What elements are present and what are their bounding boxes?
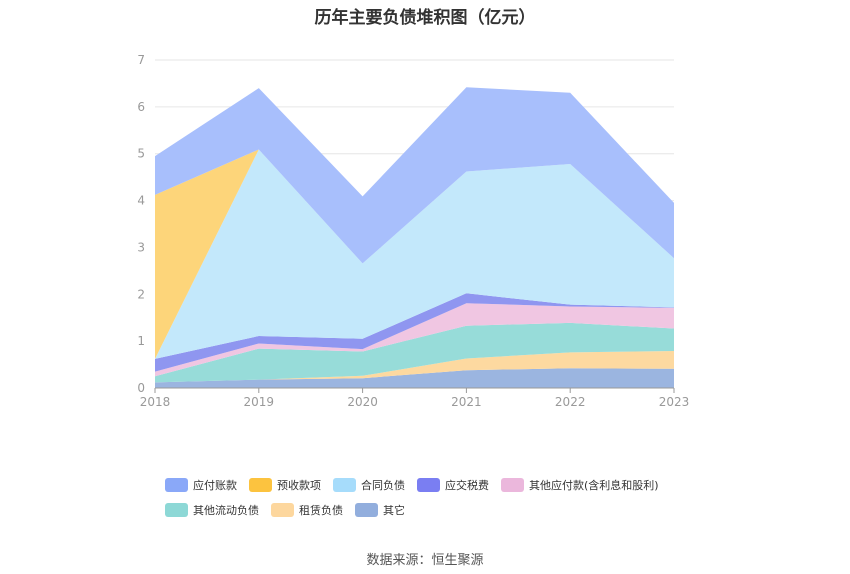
legend-item-contract-liabilities[interactable]: 合同负债 [333,477,405,493]
y-tick-label: 5 [137,147,145,161]
legend-swatch [249,477,272,492]
y-tick-label: 2 [137,287,145,301]
y-tick-label: 1 [137,334,145,348]
legend-item-lease-liabilities[interactable]: 租赁负债 [271,502,343,518]
legend-label: 其他应付款(含利息和股利) [529,478,659,492]
chart-title: 历年主要负债堆积图（亿元） [314,8,536,28]
legend-label: 其它 [383,503,405,517]
legend-swatch [355,502,378,517]
legend-label: 租赁负债 [299,503,343,517]
legend-item-others[interactable]: 其它 [355,502,405,518]
legend-item-accounts-payable[interactable]: 应付账款 [165,477,237,493]
area-series [155,351,674,383]
x-tick-label: 2019 [244,395,275,409]
data-source: 数据来源：恒生聚源 [366,553,484,568]
legend-item-advance-receipts[interactable]: 预收款项 [249,477,321,493]
y-tick-label: 0 [137,381,145,395]
legend-label: 应付账款 [193,478,237,492]
area-series [155,87,674,264]
area-series [155,368,674,388]
legend-swatch [271,502,294,517]
legend-swatch [417,477,440,492]
legend-swatch [501,477,524,492]
legend-swatch [165,502,188,517]
legend-item-other-payables[interactable]: 其他应付款(含利息和股利) [501,477,659,493]
y-tick-label: 3 [137,240,145,254]
legend-label: 应交税费 [445,478,489,492]
legend-item-other-current-liabilities[interactable]: 其他流动负债 [165,502,259,518]
area-series [155,303,674,377]
x-tick-label: 2020 [347,395,378,409]
x-tick-label: 2018 [140,395,171,409]
x-tick-label: 2022 [555,395,586,409]
legend-label: 预收款项 [277,478,321,492]
y-tick-label: 4 [137,194,145,208]
y-tick-label: 6 [137,100,145,114]
legend-item-taxes-payable[interactable]: 应交税费 [417,477,489,493]
area-series [155,149,674,359]
area-series [155,322,674,383]
legend-row-1: 应付账款 预收款项 合同负债 应交税费 其他应付款(含利息和股利) [165,472,725,497]
chart-legend: 应付账款 预收款项 合同负债 应交税费 其他应付款(含利息和股利) 其他流动负债… [165,472,725,522]
legend-row-2: 其他流动负债 租赁负债 其它 [165,497,725,522]
legend-swatch [333,477,356,492]
legend-swatch [165,477,188,492]
y-tick-label: 7 [137,53,145,67]
x-tick-label: 2021 [451,395,482,409]
x-tick-label: 2023 [659,395,690,409]
legend-label: 其他流动负债 [193,503,259,517]
legend-label: 合同负债 [361,478,405,492]
